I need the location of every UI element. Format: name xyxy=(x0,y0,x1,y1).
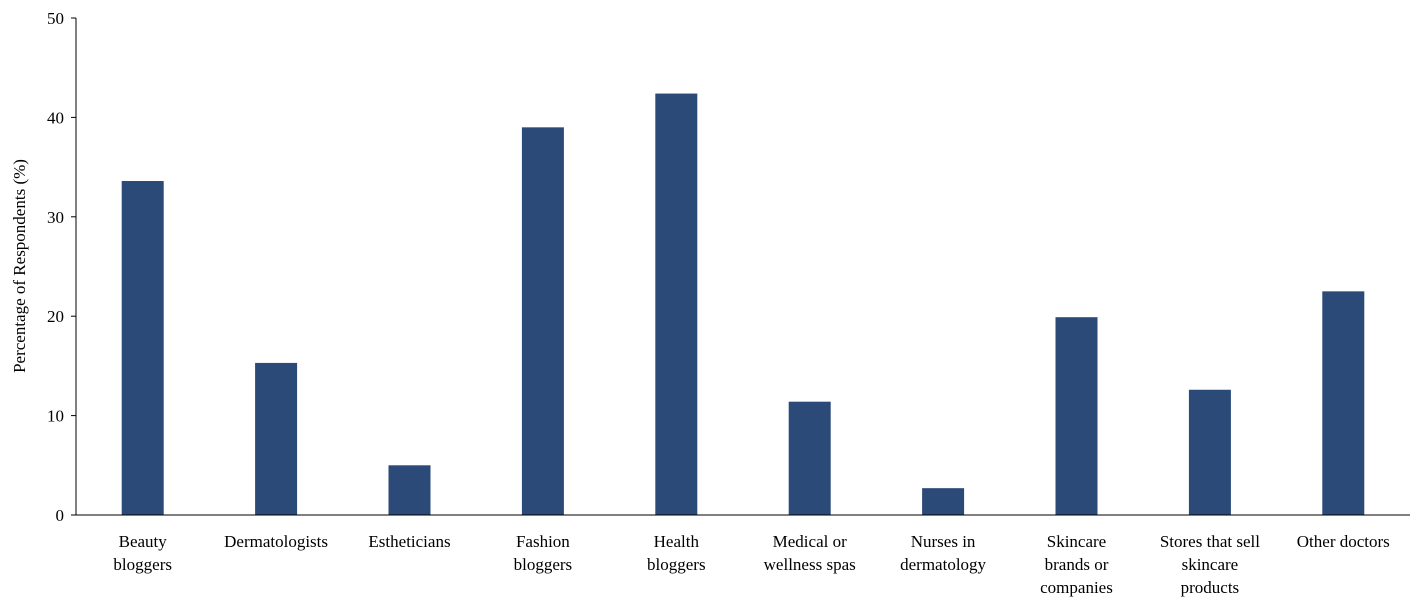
bar xyxy=(121,181,164,516)
bar xyxy=(1055,317,1098,515)
x-tick-label: Beauty bloggers xyxy=(113,532,172,574)
x-tick-label: Health bloggers xyxy=(647,532,706,574)
y-tick-label: 30 xyxy=(47,208,64,227)
bar xyxy=(255,362,298,515)
bar xyxy=(521,127,564,515)
bar xyxy=(655,93,698,515)
y-tick-label: 20 xyxy=(47,307,64,326)
bars xyxy=(121,93,1365,516)
x-tick-label: Medical or wellness spas xyxy=(764,532,856,574)
bar xyxy=(388,465,431,515)
y-tick-label: 50 xyxy=(47,9,64,28)
bar xyxy=(1322,291,1365,515)
x-tick-label: Dermatologists xyxy=(224,532,328,551)
y-tick-label: 10 xyxy=(47,407,64,426)
bar xyxy=(922,488,965,515)
y-tick-label: 0 xyxy=(56,506,65,525)
x-tick-label: Other doctors xyxy=(1297,532,1390,551)
x-tick-label: Stores that sell skincare products xyxy=(1160,532,1260,597)
x-tick-label: Skincare brands or companies xyxy=(1040,532,1113,597)
y-tick-label: 40 xyxy=(47,108,64,127)
x-tick-label: Fashion bloggers xyxy=(514,532,573,574)
x-axis-labels: Beauty bloggers Dermatologists Estheticians… xyxy=(113,532,1389,597)
bar xyxy=(788,401,831,515)
y-axis-ticks: 0 10 20 30 40 50 xyxy=(47,9,76,525)
x-tick-label: Estheticians xyxy=(368,532,450,551)
bar xyxy=(1188,389,1231,515)
y-axis-title: Percentage of Respondents (%) xyxy=(10,159,29,373)
x-tick-label: Nurses in dermatology xyxy=(900,532,986,574)
